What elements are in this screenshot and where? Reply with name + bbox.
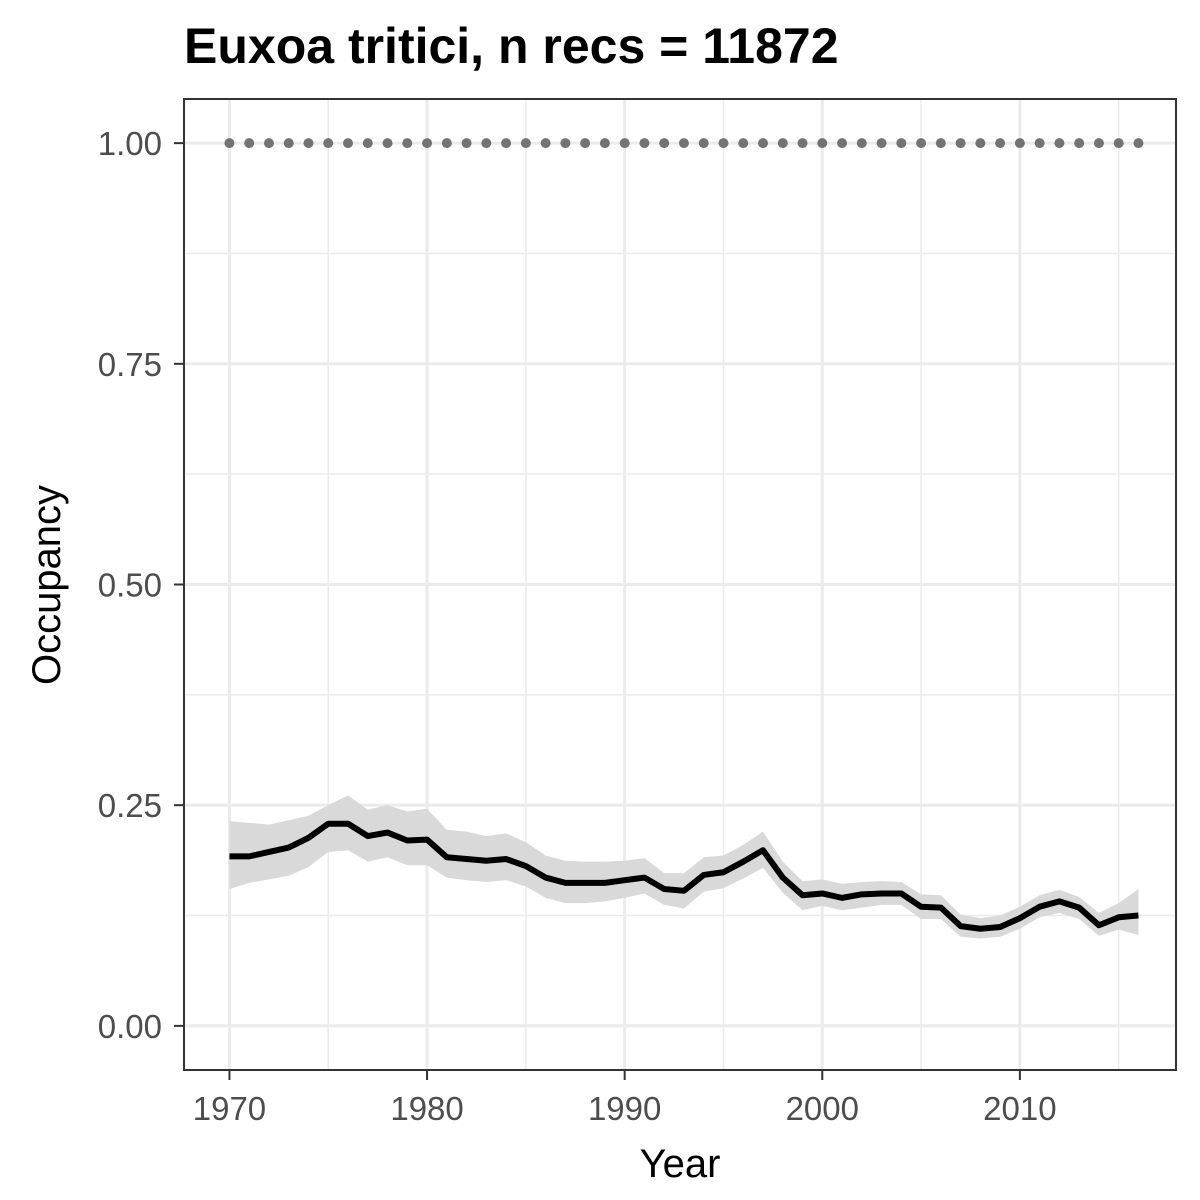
reference-point [777, 138, 788, 149]
reference-point [323, 138, 334, 149]
reference-point [362, 138, 373, 149]
y-tick-label: 0.00 [98, 1008, 162, 1045]
reference-point [402, 138, 413, 149]
reference-point [797, 138, 808, 149]
reference-point [520, 138, 531, 149]
x-tick-label: 1980 [390, 1090, 463, 1127]
occupancy-line-layer [229, 820, 1139, 932]
reference-point [955, 138, 966, 149]
reference-point [1074, 138, 1085, 149]
reference-point [995, 138, 1006, 149]
reference-point [698, 138, 709, 149]
reference-point [540, 138, 551, 149]
reference-point [1014, 138, 1025, 149]
y-axis: 0.00 0.25 0.50 0.75 1.00 [98, 125, 184, 1045]
reference-point [916, 138, 927, 149]
x-tick-label: 2010 [983, 1090, 1056, 1127]
reference-point [1093, 138, 1104, 149]
reference-point [757, 138, 768, 149]
reference-point [382, 138, 393, 149]
reference-point [599, 138, 610, 149]
reference-point [837, 138, 848, 149]
occupancy-line [229, 820, 1139, 932]
reference-point [935, 138, 946, 149]
reference-point [619, 138, 630, 149]
reference-point [896, 138, 907, 149]
y-tick-label: 0.50 [98, 567, 162, 604]
reference-point [303, 138, 314, 149]
reference-points-layer [224, 138, 1144, 149]
reference-point [580, 138, 591, 149]
x-tick-label: 2000 [786, 1090, 859, 1127]
chart-title: Euxoa tritici, n recs = 11872 [184, 18, 839, 74]
reference-point [738, 138, 749, 149]
reference-point [263, 138, 274, 149]
reference-point [283, 138, 294, 149]
reference-point [817, 138, 828, 149]
reference-point [856, 138, 867, 149]
reference-point [1133, 138, 1144, 149]
reference-point [422, 138, 433, 149]
reference-point [659, 138, 670, 149]
x-axis-title: Year [640, 1142, 721, 1186]
reference-point [224, 138, 235, 149]
reference-point [1054, 138, 1065, 149]
reference-point [876, 138, 887, 149]
reference-point [1034, 138, 1045, 149]
reference-point [639, 138, 650, 149]
reference-point [244, 138, 255, 149]
x-tick-label: 1990 [588, 1090, 661, 1127]
y-tick-label: 0.75 [98, 346, 162, 383]
reference-point [975, 138, 986, 149]
x-axis: 1970 1980 1990 2000 2010 [193, 1070, 1057, 1127]
reference-point [678, 138, 689, 149]
reference-point [481, 138, 492, 149]
y-axis-title: Occupancy [25, 485, 69, 685]
reference-point [718, 138, 729, 149]
reference-point [343, 138, 354, 149]
reference-point [461, 138, 472, 149]
reference-point [501, 138, 512, 149]
x-tick-label: 1970 [193, 1090, 266, 1127]
reference-point [560, 138, 571, 149]
reference-point [441, 138, 452, 149]
y-tick-label: 0.25 [98, 787, 162, 824]
reference-point [1113, 138, 1124, 149]
y-tick-label: 1.00 [98, 125, 162, 162]
